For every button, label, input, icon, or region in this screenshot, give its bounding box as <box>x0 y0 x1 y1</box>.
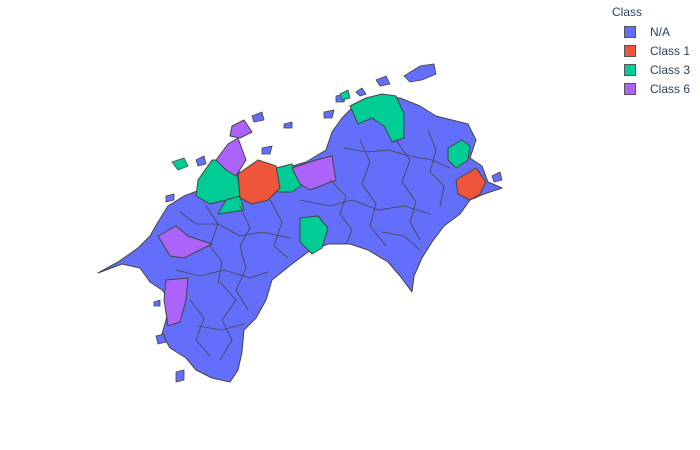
map-region-class6-south[interactable] <box>163 277 189 327</box>
map-region-class6-center[interactable] <box>291 155 337 191</box>
map-region-class3-east[interactable] <box>447 139 471 169</box>
legend-label-class6: Class 6 <box>650 81 691 96</box>
legend-label-class3: Class 3 <box>650 62 691 77</box>
map-region-class3-north[interactable] <box>349 93 405 143</box>
legend-label-class1: Class 1 <box>650 43 691 58</box>
legend-swatch-class6 <box>624 82 636 95</box>
legend-item-class3[interactable]: Class 3 <box>612 60 698 79</box>
legend-item-class6[interactable]: Class 6 <box>612 79 698 98</box>
map-region-class1-west[interactable] <box>237 159 281 205</box>
map-region-class6-islet[interactable] <box>229 119 253 139</box>
legend-item-na[interactable]: N/A <box>612 22 698 41</box>
map-region-class3-south[interactable] <box>299 215 329 255</box>
legend-title: Class <box>612 5 643 19</box>
legend-swatch-na <box>624 25 636 38</box>
map-region-class6-southwest[interactable] <box>157 225 213 259</box>
map-region-class6-north[interactable] <box>215 137 247 177</box>
municipal-borders <box>175 129 451 361</box>
map-region-class1-east[interactable] <box>455 167 487 201</box>
islets <box>153 63 503 383</box>
map-region-class3-west-b[interactable] <box>217 195 245 215</box>
legend-swatch-class1 <box>624 44 636 57</box>
legend-item-class1[interactable]: Class 1 <box>612 41 698 60</box>
legend: Class N/A Class 1 Class 3 Class 6 <box>612 4 698 98</box>
legend-label-na: N/A <box>650 24 671 39</box>
legend-swatch-class3 <box>624 63 636 76</box>
